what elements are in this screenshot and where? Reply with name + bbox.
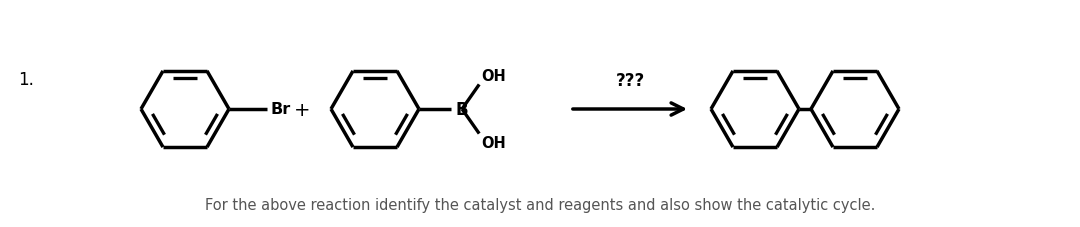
Text: ???: ??? — [616, 72, 645, 90]
Text: OH: OH — [482, 69, 505, 84]
Text: Br: Br — [270, 102, 291, 117]
Text: For the above reaction identify the catalyst and reagents and also show the cata: For the above reaction identify the cata… — [205, 198, 875, 212]
Text: +: + — [294, 100, 310, 119]
Text: 1.: 1. — [18, 71, 33, 89]
Text: OH: OH — [482, 135, 505, 150]
Text: B: B — [456, 101, 469, 118]
